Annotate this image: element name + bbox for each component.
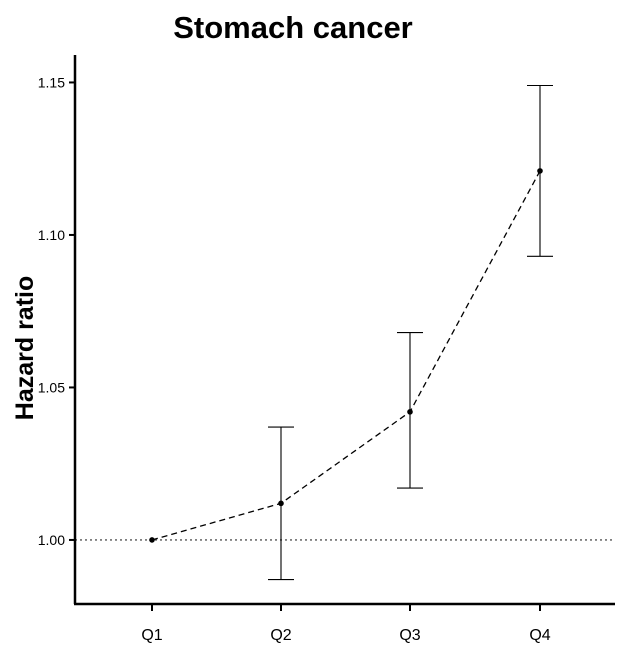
chart-title: Stomach cancer (173, 10, 413, 45)
y-tick-label: 1.15 (38, 74, 65, 90)
x-tick-label: Q1 (141, 627, 162, 644)
y-tick-label: 1.00 (38, 532, 65, 548)
y-axis-label: Hazard ratio (11, 276, 39, 420)
data-point (537, 168, 543, 174)
series-connector-line (151, 170, 541, 541)
x-tick-label: Q4 (529, 627, 550, 644)
y-tick-label: 1.05 (38, 379, 65, 395)
x-tick-label: Q3 (399, 627, 420, 644)
plot-area: 1.00 1.05 1.10 1.15 Q1 Q2 Q3 Q4 (38, 55, 615, 644)
data-point (278, 500, 284, 507)
data-point (149, 537, 155, 543)
data-point (407, 409, 413, 415)
x-tick-label: Q2 (270, 627, 291, 644)
y-tick-label: 1.10 (38, 227, 65, 243)
